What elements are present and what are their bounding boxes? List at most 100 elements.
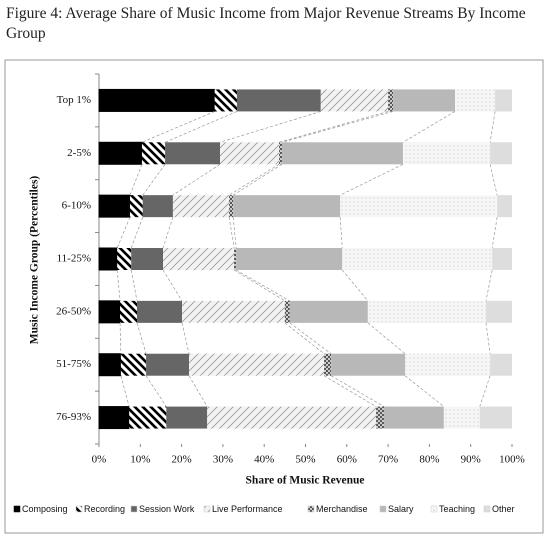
connector xyxy=(130,217,144,249)
x-axis-title: Share of Music Revenue xyxy=(246,475,365,487)
connector xyxy=(404,375,445,407)
bar-segment xyxy=(234,248,237,270)
bar-segment xyxy=(342,248,493,270)
legend-text: Session Work xyxy=(139,504,195,514)
connector xyxy=(228,163,280,196)
bar-segment xyxy=(492,248,512,270)
connector xyxy=(491,217,498,249)
bar-segment xyxy=(220,142,280,165)
legend-swatch xyxy=(75,505,83,513)
legend-text: Composing xyxy=(22,504,68,514)
chart-title: Figure 4: Average Share of Music Income … xyxy=(6,5,526,42)
bar-segment xyxy=(455,89,496,112)
bar-segment xyxy=(443,406,480,429)
bar-segment xyxy=(98,247,118,271)
bar-segment xyxy=(497,195,512,218)
bar-segment xyxy=(324,353,332,376)
bar-segment xyxy=(117,248,132,270)
connector xyxy=(485,322,491,354)
y-tick-label: 26-50% xyxy=(56,305,91,317)
bar-segment xyxy=(129,406,167,429)
bar-segment xyxy=(189,353,325,376)
bar-segment xyxy=(98,353,122,377)
bar-segment xyxy=(142,195,173,218)
bar-segment xyxy=(281,142,403,165)
x-tick-label: 0% xyxy=(92,454,107,466)
connector xyxy=(232,217,237,249)
bar-segment xyxy=(289,300,368,323)
bar-segment xyxy=(182,300,285,323)
connector xyxy=(119,322,122,354)
connector xyxy=(233,269,286,302)
bar-segment xyxy=(495,89,512,112)
bar-segment xyxy=(129,195,143,218)
connector xyxy=(136,322,147,354)
bar-segment xyxy=(233,195,341,218)
x-tick-label: 60% xyxy=(337,454,357,466)
y-tick-label: 11-25% xyxy=(57,253,91,265)
connector xyxy=(141,111,215,143)
legend-swatch xyxy=(430,505,438,513)
connector xyxy=(489,111,496,143)
legend-text: Merchandise xyxy=(316,504,368,514)
bar-segment xyxy=(214,89,237,112)
bar-segment xyxy=(98,88,216,112)
connector xyxy=(116,217,131,249)
x-tick-label: 50% xyxy=(295,454,315,466)
bar-segment xyxy=(98,406,130,430)
legend-text: Salary xyxy=(388,504,414,514)
bar-segment xyxy=(402,142,491,165)
bar-segment xyxy=(340,195,498,218)
connector xyxy=(181,322,190,354)
chart-frame xyxy=(4,59,544,534)
bar-segment xyxy=(98,300,121,324)
connector xyxy=(120,375,130,407)
connector xyxy=(367,322,406,354)
bar-segment xyxy=(120,300,137,323)
connector xyxy=(330,375,385,407)
bar-segment xyxy=(284,300,290,323)
legend-swatch xyxy=(307,505,315,513)
legend-text: Live Performance xyxy=(212,504,283,514)
bar-segment xyxy=(163,248,235,270)
y-tick-label: 76-93% xyxy=(56,411,91,423)
connector xyxy=(228,217,235,249)
bar-segment xyxy=(236,89,321,112)
connector xyxy=(188,375,208,407)
bar-segment xyxy=(331,353,406,376)
y-tick-label: 6-10% xyxy=(62,200,91,212)
bar-segment xyxy=(383,406,444,429)
legend-swatch xyxy=(13,505,21,513)
connector xyxy=(219,111,321,143)
connector xyxy=(402,111,456,143)
x-tick-label: 30% xyxy=(213,454,233,466)
x-tick-label: 40% xyxy=(254,454,274,466)
bar-segment xyxy=(279,142,282,165)
bar-segment xyxy=(146,353,190,376)
legend-swatch xyxy=(483,505,491,513)
bar-segment xyxy=(393,89,456,112)
y-tick-label: 2-5% xyxy=(67,147,91,159)
connector xyxy=(281,111,394,143)
bar-segment xyxy=(98,141,143,165)
legend-swatch xyxy=(379,505,387,513)
x-tick-label: 100% xyxy=(499,454,525,466)
connector xyxy=(489,164,498,196)
connector xyxy=(130,269,138,301)
bar-segment xyxy=(120,353,147,376)
connector xyxy=(323,375,377,407)
bar-segment xyxy=(131,248,164,270)
legend-swatch xyxy=(130,505,138,513)
connector xyxy=(339,217,343,249)
connector xyxy=(233,163,283,196)
connector xyxy=(284,322,325,354)
connector xyxy=(129,164,143,196)
bar-segment xyxy=(320,89,389,112)
bar-segment xyxy=(236,248,343,270)
bar-segment xyxy=(490,142,512,165)
x-tick-label: 10% xyxy=(130,454,150,466)
bar-segment xyxy=(98,194,131,218)
y-tick-label: Top 1% xyxy=(57,94,91,106)
